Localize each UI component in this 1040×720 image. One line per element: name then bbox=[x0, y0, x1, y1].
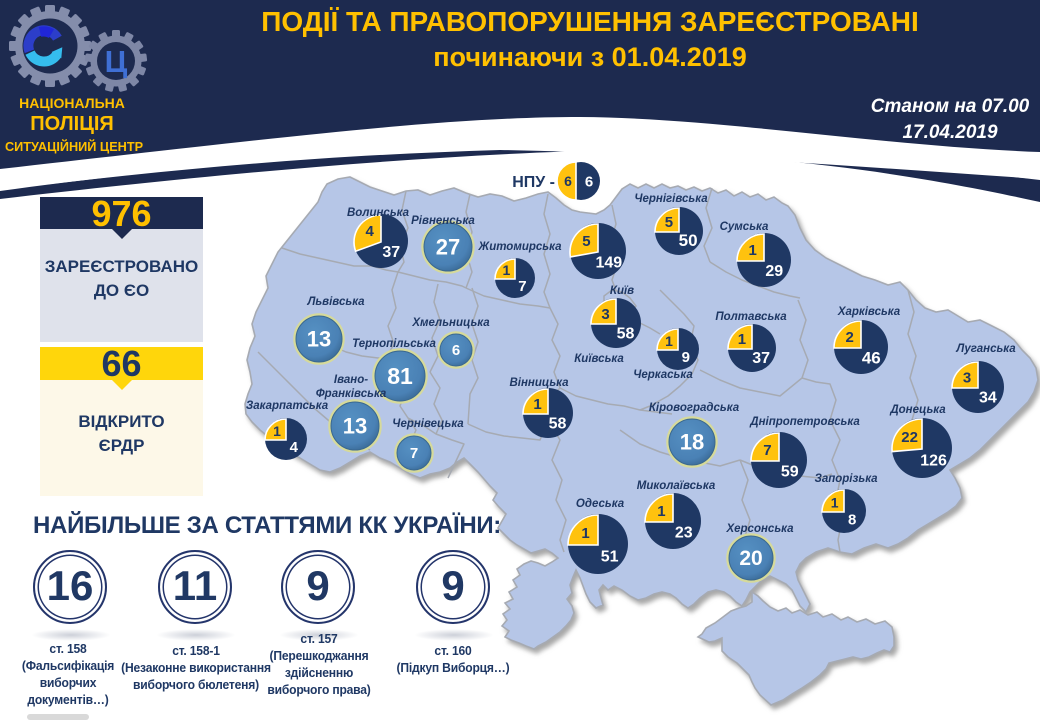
svg-text:Хмельницька: Хмельницька bbox=[411, 317, 490, 329]
svg-text:1: 1 bbox=[273, 423, 281, 439]
svg-text:18: 18 bbox=[680, 430, 704, 455]
svg-text:Івано-: Івано- bbox=[334, 374, 368, 386]
svg-text:1: 1 bbox=[749, 242, 757, 259]
svg-text:Житомирська: Житомирська bbox=[478, 241, 563, 253]
svg-text:Запорізька: Запорізька bbox=[814, 473, 878, 485]
svg-text:Чернігівська: Чернігівська bbox=[634, 193, 708, 205]
svg-text:7: 7 bbox=[518, 278, 526, 295]
svg-text:1: 1 bbox=[533, 396, 541, 413]
svg-text:37: 37 bbox=[382, 244, 400, 261]
svg-text:Донецька: Донецька bbox=[889, 404, 946, 416]
svg-text:Сумська: Сумська bbox=[720, 221, 769, 233]
svg-text:НПУ -: НПУ - bbox=[512, 174, 555, 191]
svg-text:27: 27 bbox=[436, 235, 460, 260]
svg-text:6: 6 bbox=[585, 173, 593, 190]
svg-text:1: 1 bbox=[503, 262, 511, 278]
svg-text:81: 81 bbox=[387, 363, 413, 389]
svg-text:Дніпропетровська: Дніпропетровська bbox=[749, 416, 860, 428]
svg-text:7: 7 bbox=[410, 445, 418, 462]
svg-text:Чернівецька: Чернівецька bbox=[392, 418, 464, 430]
svg-text:59: 59 bbox=[781, 464, 799, 481]
svg-text:149: 149 bbox=[595, 255, 622, 272]
svg-text:Полтавська: Полтавська bbox=[715, 311, 787, 323]
svg-text:13: 13 bbox=[307, 327, 331, 352]
svg-text:1: 1 bbox=[665, 333, 673, 349]
svg-text:6: 6 bbox=[564, 173, 572, 189]
svg-text:2: 2 bbox=[846, 329, 854, 346]
svg-text:4: 4 bbox=[290, 439, 299, 456]
svg-text:13: 13 bbox=[343, 414, 367, 439]
svg-text:Черкаська: Черкаська bbox=[633, 369, 693, 381]
svg-text:Одеська: Одеська bbox=[576, 498, 625, 510]
svg-text:5: 5 bbox=[665, 214, 673, 231]
svg-text:Рівненська: Рівненська bbox=[411, 215, 475, 227]
svg-text:Волинська: Волинська bbox=[347, 207, 410, 219]
svg-text:22: 22 bbox=[901, 429, 918, 446]
svg-text:51: 51 bbox=[601, 548, 619, 565]
svg-text:46: 46 bbox=[862, 348, 881, 367]
svg-text:Вінницька: Вінницька bbox=[509, 377, 569, 389]
svg-text:23: 23 bbox=[675, 525, 693, 542]
svg-text:1: 1 bbox=[657, 503, 665, 520]
svg-text:20: 20 bbox=[739, 547, 762, 570]
svg-text:Київ: Київ bbox=[610, 285, 634, 297]
svg-text:34: 34 bbox=[979, 390, 997, 407]
svg-text:6: 6 bbox=[452, 342, 460, 359]
svg-text:8: 8 bbox=[848, 512, 856, 529]
svg-text:Львівська: Львівська bbox=[306, 296, 365, 308]
svg-text:50: 50 bbox=[679, 231, 698, 250]
svg-text:Ц: Ц bbox=[105, 44, 128, 79]
svg-text:1: 1 bbox=[581, 525, 589, 542]
svg-text:7: 7 bbox=[763, 442, 771, 459]
svg-text:Київська: Київська bbox=[574, 353, 624, 365]
svg-text:Харківська: Харківська bbox=[837, 306, 901, 318]
svg-text:Херсонська: Херсонська bbox=[725, 523, 794, 535]
svg-text:29: 29 bbox=[765, 263, 783, 280]
svg-text:1: 1 bbox=[738, 331, 746, 348]
svg-text:4: 4 bbox=[366, 223, 375, 240]
svg-text:5: 5 bbox=[582, 233, 590, 250]
svg-text:126: 126 bbox=[920, 452, 947, 469]
svg-text:Луганська: Луганська bbox=[955, 343, 1016, 355]
svg-text:3: 3 bbox=[963, 370, 971, 387]
svg-text:Закарпатська: Закарпатська bbox=[246, 400, 329, 412]
svg-text:Миколаївська: Миколаївська bbox=[637, 480, 716, 492]
svg-text:58: 58 bbox=[549, 415, 567, 432]
svg-text:37: 37 bbox=[752, 350, 770, 367]
svg-text:Кіровоградська: Кіровоградська bbox=[649, 402, 740, 414]
svg-text:Франківська: Франківська bbox=[316, 388, 387, 400]
svg-text:1: 1 bbox=[831, 495, 839, 511]
svg-text:9: 9 bbox=[682, 349, 690, 366]
svg-text:58: 58 bbox=[617, 325, 635, 342]
svg-text:3: 3 bbox=[601, 306, 609, 323]
svg-text:Тернопільська: Тернопільська bbox=[352, 338, 436, 350]
